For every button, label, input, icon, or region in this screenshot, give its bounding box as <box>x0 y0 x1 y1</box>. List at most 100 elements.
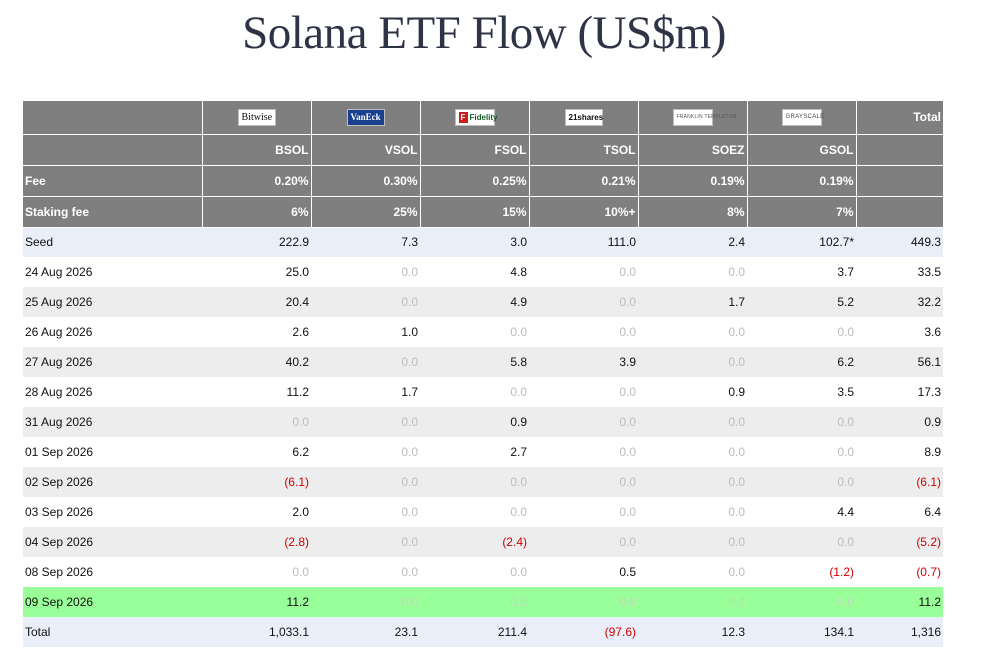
flow-cell: 0.0 <box>311 347 420 377</box>
21shares-logo-icon: 21shares <box>564 108 603 126</box>
flow-cell: 0.0 <box>311 497 420 527</box>
flow-cell: 12.3 <box>638 617 747 647</box>
flow-cell: 0.0 <box>420 587 529 617</box>
table-row: 09 Sep 2026 11.2 0.0 0.0 0.0 0.0 0.0 11.2 <box>23 587 943 617</box>
row-label: 04 Sep 2026 <box>23 527 202 557</box>
row-total-cell: 56.1 <box>856 347 943 377</box>
flow-cell: 40.2 <box>202 347 311 377</box>
row-total-cell: 17.3 <box>856 377 943 407</box>
row-total-cell: (6.1) <box>856 467 943 497</box>
flow-cell: 0.0 <box>420 377 529 407</box>
flow-cell: 111.0 <box>529 227 638 257</box>
table-row: 28 Aug 2026 11.2 1.7 0.0 0.0 0.9 3.5 17.3 <box>23 377 943 407</box>
ticker-cell: VSOL <box>311 134 421 166</box>
flow-cell: 2.0 <box>202 497 311 527</box>
fee-cell: 0.19% <box>638 165 748 197</box>
flow-cell: 0.0 <box>420 557 529 587</box>
ticker-cell: FSOL <box>420 134 530 166</box>
row-total-cell: 33.5 <box>856 257 943 287</box>
ticker-cell: SOEZ <box>638 134 748 166</box>
flow-cell: 222.9 <box>202 227 311 257</box>
flow-cell: 7.3 <box>311 227 420 257</box>
fidelity-logo-text: Fidelity <box>469 112 498 122</box>
flow-cell: 0.0 <box>529 257 638 287</box>
seed-row: Seed 222.9 7.3 3.0 111.0 2.4 102.7* 449.3 <box>23 227 943 257</box>
issuer-logo-row: Bitwise VanEck F Fidelity 21shares FRANKL… <box>23 101 943 135</box>
issuer-cell-franklin: FRANKLIN TEMPLETON <box>638 101 748 135</box>
flow-cell: 3.7 <box>747 257 856 287</box>
table-row: 01 Sep 2026 6.2 0.0 2.7 0.0 0.0 0.0 8.9 <box>23 437 943 467</box>
flow-cell: 0.0 <box>747 587 856 617</box>
table-row: 27 Aug 2026 40.2 0.0 5.8 3.9 0.0 6.2 56.1 <box>23 347 943 377</box>
staking-fee-cell: 6% <box>202 196 312 228</box>
flow-cell: 5.8 <box>420 347 529 377</box>
flow-cell: 0.0 <box>638 527 747 557</box>
staking-fee-total-cell <box>856 196 943 228</box>
issuer-cell-bitwise: Bitwise <box>202 101 312 135</box>
flow-cell: 0.0 <box>311 587 420 617</box>
staking-fee-row: Staking fee 6% 25% 15% 10%+ 8% 7% <box>23 196 943 228</box>
table-row: 03 Sep 2026 2.0 0.0 0.0 0.0 0.0 4.4 6.4 <box>23 497 943 527</box>
flow-cell: 6.2 <box>747 347 856 377</box>
flow-cell: 20.4 <box>202 287 311 317</box>
flow-cell: 1,033.1 <box>202 617 311 647</box>
flow-cell: 134.1 <box>747 617 856 647</box>
flow-cell: 3.5 <box>747 377 856 407</box>
issuer-cell-grayscale: GRAYSCALE <box>747 101 857 135</box>
flow-cell: 25.0 <box>202 257 311 287</box>
flow-cell: 0.0 <box>529 527 638 557</box>
row-label: 24 Aug 2026 <box>23 257 202 287</box>
flow-cell: 0.0 <box>529 377 638 407</box>
flow-rows: Seed 222.9 7.3 3.0 111.0 2.4 102.7* 449.3 24 Aug… <box>23 227 943 647</box>
flow-cell: 1.0 <box>311 317 420 347</box>
row-label: 27 Aug 2026 <box>23 347 202 377</box>
flow-cell: 0.0 <box>529 287 638 317</box>
flow-cell: 0.0 <box>638 437 747 467</box>
ticker-row: BSOL VSOL FSOL TSOL SOEZ GSOL <box>23 134 943 166</box>
grayscale-logo-icon: GRAYSCALE <box>781 108 824 126</box>
ticker-cell: GSOL <box>747 134 857 166</box>
flow-cell: 0.0 <box>747 437 856 467</box>
staking-fee-cell: 25% <box>311 196 421 228</box>
flow-cell: 11.2 <box>202 377 311 407</box>
flow-cell: 0.0 <box>529 497 638 527</box>
row-total-cell: 0.9 <box>856 407 943 437</box>
flow-cell: 6.2 <box>202 437 311 467</box>
flow-cell: 0.0 <box>638 347 747 377</box>
row-label: 09 Sep 2026 <box>23 587 202 617</box>
fee-label: Fee <box>23 165 203 197</box>
flow-cell: (2.4) <box>420 527 529 557</box>
page-title: Solana ETF Flow (US$m) <box>242 7 726 59</box>
flow-cell: 0.0 <box>420 467 529 497</box>
flow-cell: 0.0 <box>311 287 420 317</box>
staking-fee-cell: 10%+ <box>529 196 639 228</box>
row-total-cell: (5.2) <box>856 527 943 557</box>
issuer-cell-vaneck: VanEck <box>311 101 421 135</box>
row-label: Total <box>23 617 202 647</box>
flow-cell: 0.0 <box>747 407 856 437</box>
row-label: 28 Aug 2026 <box>23 377 202 407</box>
fee-total-cell <box>856 165 943 197</box>
flow-cell: (97.6) <box>529 617 638 647</box>
flow-cell: 0.0 <box>529 317 638 347</box>
table-row: 24 Aug 2026 25.0 0.0 4.8 0.0 0.0 3.7 33.5 <box>23 257 943 287</box>
flow-cell: 0.0 <box>529 407 638 437</box>
row-label: Seed <box>23 227 202 257</box>
row-total-cell: (0.7) <box>856 557 943 587</box>
row-label: 31 Aug 2026 <box>23 407 202 437</box>
flow-cell: 0.0 <box>311 527 420 557</box>
flow-cell: 0.0 <box>202 557 311 587</box>
row-total-cell: 1,316 <box>856 617 943 647</box>
flow-cell: 0.0 <box>202 407 311 437</box>
row-total-cell: 8.9 <box>856 437 943 467</box>
fee-row: Fee 0.20% 0.30% 0.25% 0.21% 0.19% 0.19% <box>23 165 943 197</box>
fee-cell: 0.20% <box>202 165 312 197</box>
fee-cell: 0.30% <box>311 165 421 197</box>
flow-cell: 23.1 <box>311 617 420 647</box>
row-label: 03 Sep 2026 <box>23 497 202 527</box>
issuer-cell-21shares: 21shares <box>529 101 639 135</box>
row-label: 25 Aug 2026 <box>23 287 202 317</box>
table-row: 31 Aug 2026 0.0 0.0 0.9 0.0 0.0 0.0 0.9 <box>23 407 943 437</box>
flow-cell: 3.0 <box>420 227 529 257</box>
row-label: 02 Sep 2026 <box>23 467 202 497</box>
